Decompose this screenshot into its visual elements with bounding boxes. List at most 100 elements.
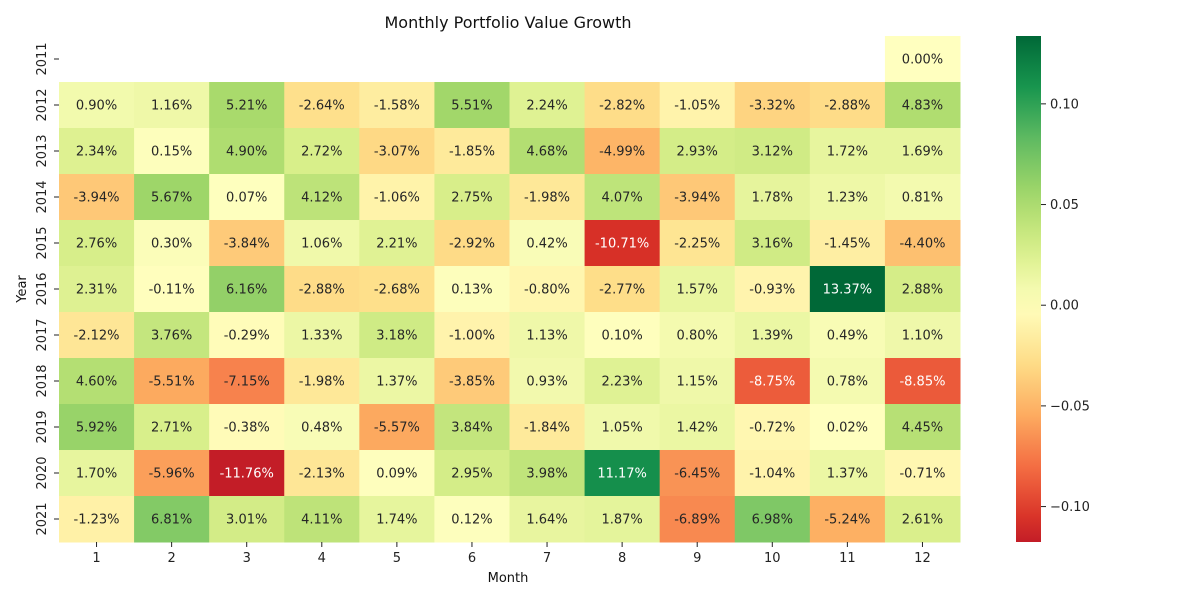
colorbar-gradient	[1016, 36, 1041, 542]
cell-label: 0.13%	[451, 283, 492, 298]
cell-label: 1.13%	[526, 329, 567, 344]
heatmap-cell	[659, 312, 736, 359]
heatmap-cell	[59, 82, 135, 129]
cell-label: -0.80%	[524, 283, 570, 298]
cell-label: -0.93%	[749, 283, 795, 298]
heatmap-cell	[134, 312, 210, 359]
x-tick-label: 5	[393, 551, 401, 566]
cell-label: 4.90%	[226, 145, 267, 160]
cell-label: -2.25%	[674, 237, 720, 252]
heatmap-cell	[359, 496, 435, 543]
heatmap-cell	[884, 128, 961, 175]
cell-label: -2.13%	[299, 467, 345, 482]
y-tick-label: 2021	[35, 502, 50, 535]
cell-label: 4.07%	[601, 191, 642, 206]
heatmap-cell	[584, 266, 661, 313]
heatmap-cell	[134, 220, 210, 267]
heatmap-cell	[434, 496, 510, 543]
heatmap-cell	[809, 358, 886, 405]
heatmap-cell	[584, 358, 661, 405]
cell-label: 2.88%	[902, 283, 943, 298]
cell-label: 2.61%	[902, 513, 943, 528]
cell-label: 0.12%	[451, 513, 492, 528]
heatmap-cell	[884, 450, 961, 497]
heatmap-cell	[509, 312, 586, 359]
cell-label: 3.12%	[752, 145, 793, 160]
heatmap-cell	[359, 312, 435, 359]
cell-label: 1.37%	[376, 375, 417, 390]
heatmap-cell	[284, 220, 360, 267]
colorbar-tick-label: −0.05	[1050, 399, 1090, 414]
cell-label: 2.72%	[301, 145, 342, 160]
heatmap-cell	[734, 128, 811, 175]
heatmap-cell	[584, 174, 661, 221]
cell-label: 2.76%	[76, 237, 117, 252]
heatmap-cell	[884, 36, 961, 83]
heatmap-cell	[884, 496, 961, 543]
heatmap-cell	[809, 128, 886, 175]
heatmap-cell	[434, 312, 510, 359]
colorbar-tick-label: 0.00	[1050, 299, 1079, 314]
heatmap-cell	[59, 450, 135, 497]
cell-label: 1.57%	[677, 283, 718, 298]
heatmap-cell	[584, 82, 661, 129]
cell-label: 0.93%	[526, 375, 567, 390]
heatmap-cell	[359, 82, 435, 129]
heatmap-cell	[509, 220, 586, 267]
cell-label: -0.38%	[224, 421, 270, 436]
cell-label: 0.30%	[151, 237, 192, 252]
cell-label: -5.96%	[149, 467, 195, 482]
y-tick-label: 2014	[35, 180, 50, 213]
cell-label: -8.85%	[899, 375, 945, 390]
heatmap-cell	[209, 266, 285, 313]
cell-label: 4.83%	[902, 99, 943, 114]
cell-label: -1.98%	[299, 375, 345, 390]
heatmap-cell	[284, 358, 360, 405]
heatmap-cell	[284, 496, 360, 543]
heatmap-cell	[209, 450, 285, 497]
cell-label: -2.64%	[299, 99, 345, 114]
cell-label: -2.12%	[74, 329, 120, 344]
cell-label: 1.69%	[902, 145, 943, 160]
heatmap-cell	[434, 450, 510, 497]
cell-label: 0.49%	[827, 329, 868, 344]
cell-label: 3.98%	[526, 467, 567, 482]
cell-label: 6.16%	[226, 283, 267, 298]
cell-label: -1.85%	[449, 145, 495, 160]
cell-label: -0.72%	[749, 421, 795, 436]
heatmap-cell	[809, 174, 886, 221]
cell-label: -0.11%	[149, 283, 195, 298]
heatmap-cell	[359, 174, 435, 221]
heatmap-cell	[209, 312, 285, 359]
cell-label: 2.24%	[526, 99, 567, 114]
heatmap-cell	[284, 404, 360, 451]
x-tick-label: 10	[764, 551, 781, 566]
y-tick-label: 2016	[35, 272, 50, 305]
heatmap-cell	[659, 496, 736, 543]
cell-label: -3.94%	[74, 191, 120, 206]
heatmap-cell	[509, 450, 586, 497]
x-tick-label: 2	[167, 551, 175, 566]
cell-label: 0.02%	[827, 421, 868, 436]
heatmap-cell	[509, 358, 586, 405]
colorbar: −0.10 −0.05 0.00 0.05 0.10	[1016, 36, 1090, 542]
cell-label: -1.05%	[674, 99, 720, 114]
heatmap-cell	[809, 266, 886, 313]
cell-label: -3.94%	[674, 191, 720, 206]
heatmap-cell	[884, 358, 961, 405]
y-tick-label: 2015	[35, 226, 50, 259]
heatmap-cell	[659, 128, 736, 175]
heatmap-cell	[134, 404, 210, 451]
heatmap-cell	[209, 220, 285, 267]
heatmap-cell	[734, 358, 811, 405]
cell-label: -1.45%	[824, 237, 870, 252]
x-tick-label: 1	[92, 551, 100, 566]
cell-label: -3.07%	[374, 145, 420, 160]
y-axis-ticks: 2011 2012 2013 2014 2015 2016 2017 2018 2019 2020…	[35, 42, 59, 536]
heatmap-cell	[809, 82, 886, 129]
heatmap-cell	[284, 128, 360, 175]
heatmap-cell	[809, 450, 886, 497]
cell-label: 1.37%	[827, 467, 868, 482]
cell-label: 0.81%	[902, 191, 943, 206]
